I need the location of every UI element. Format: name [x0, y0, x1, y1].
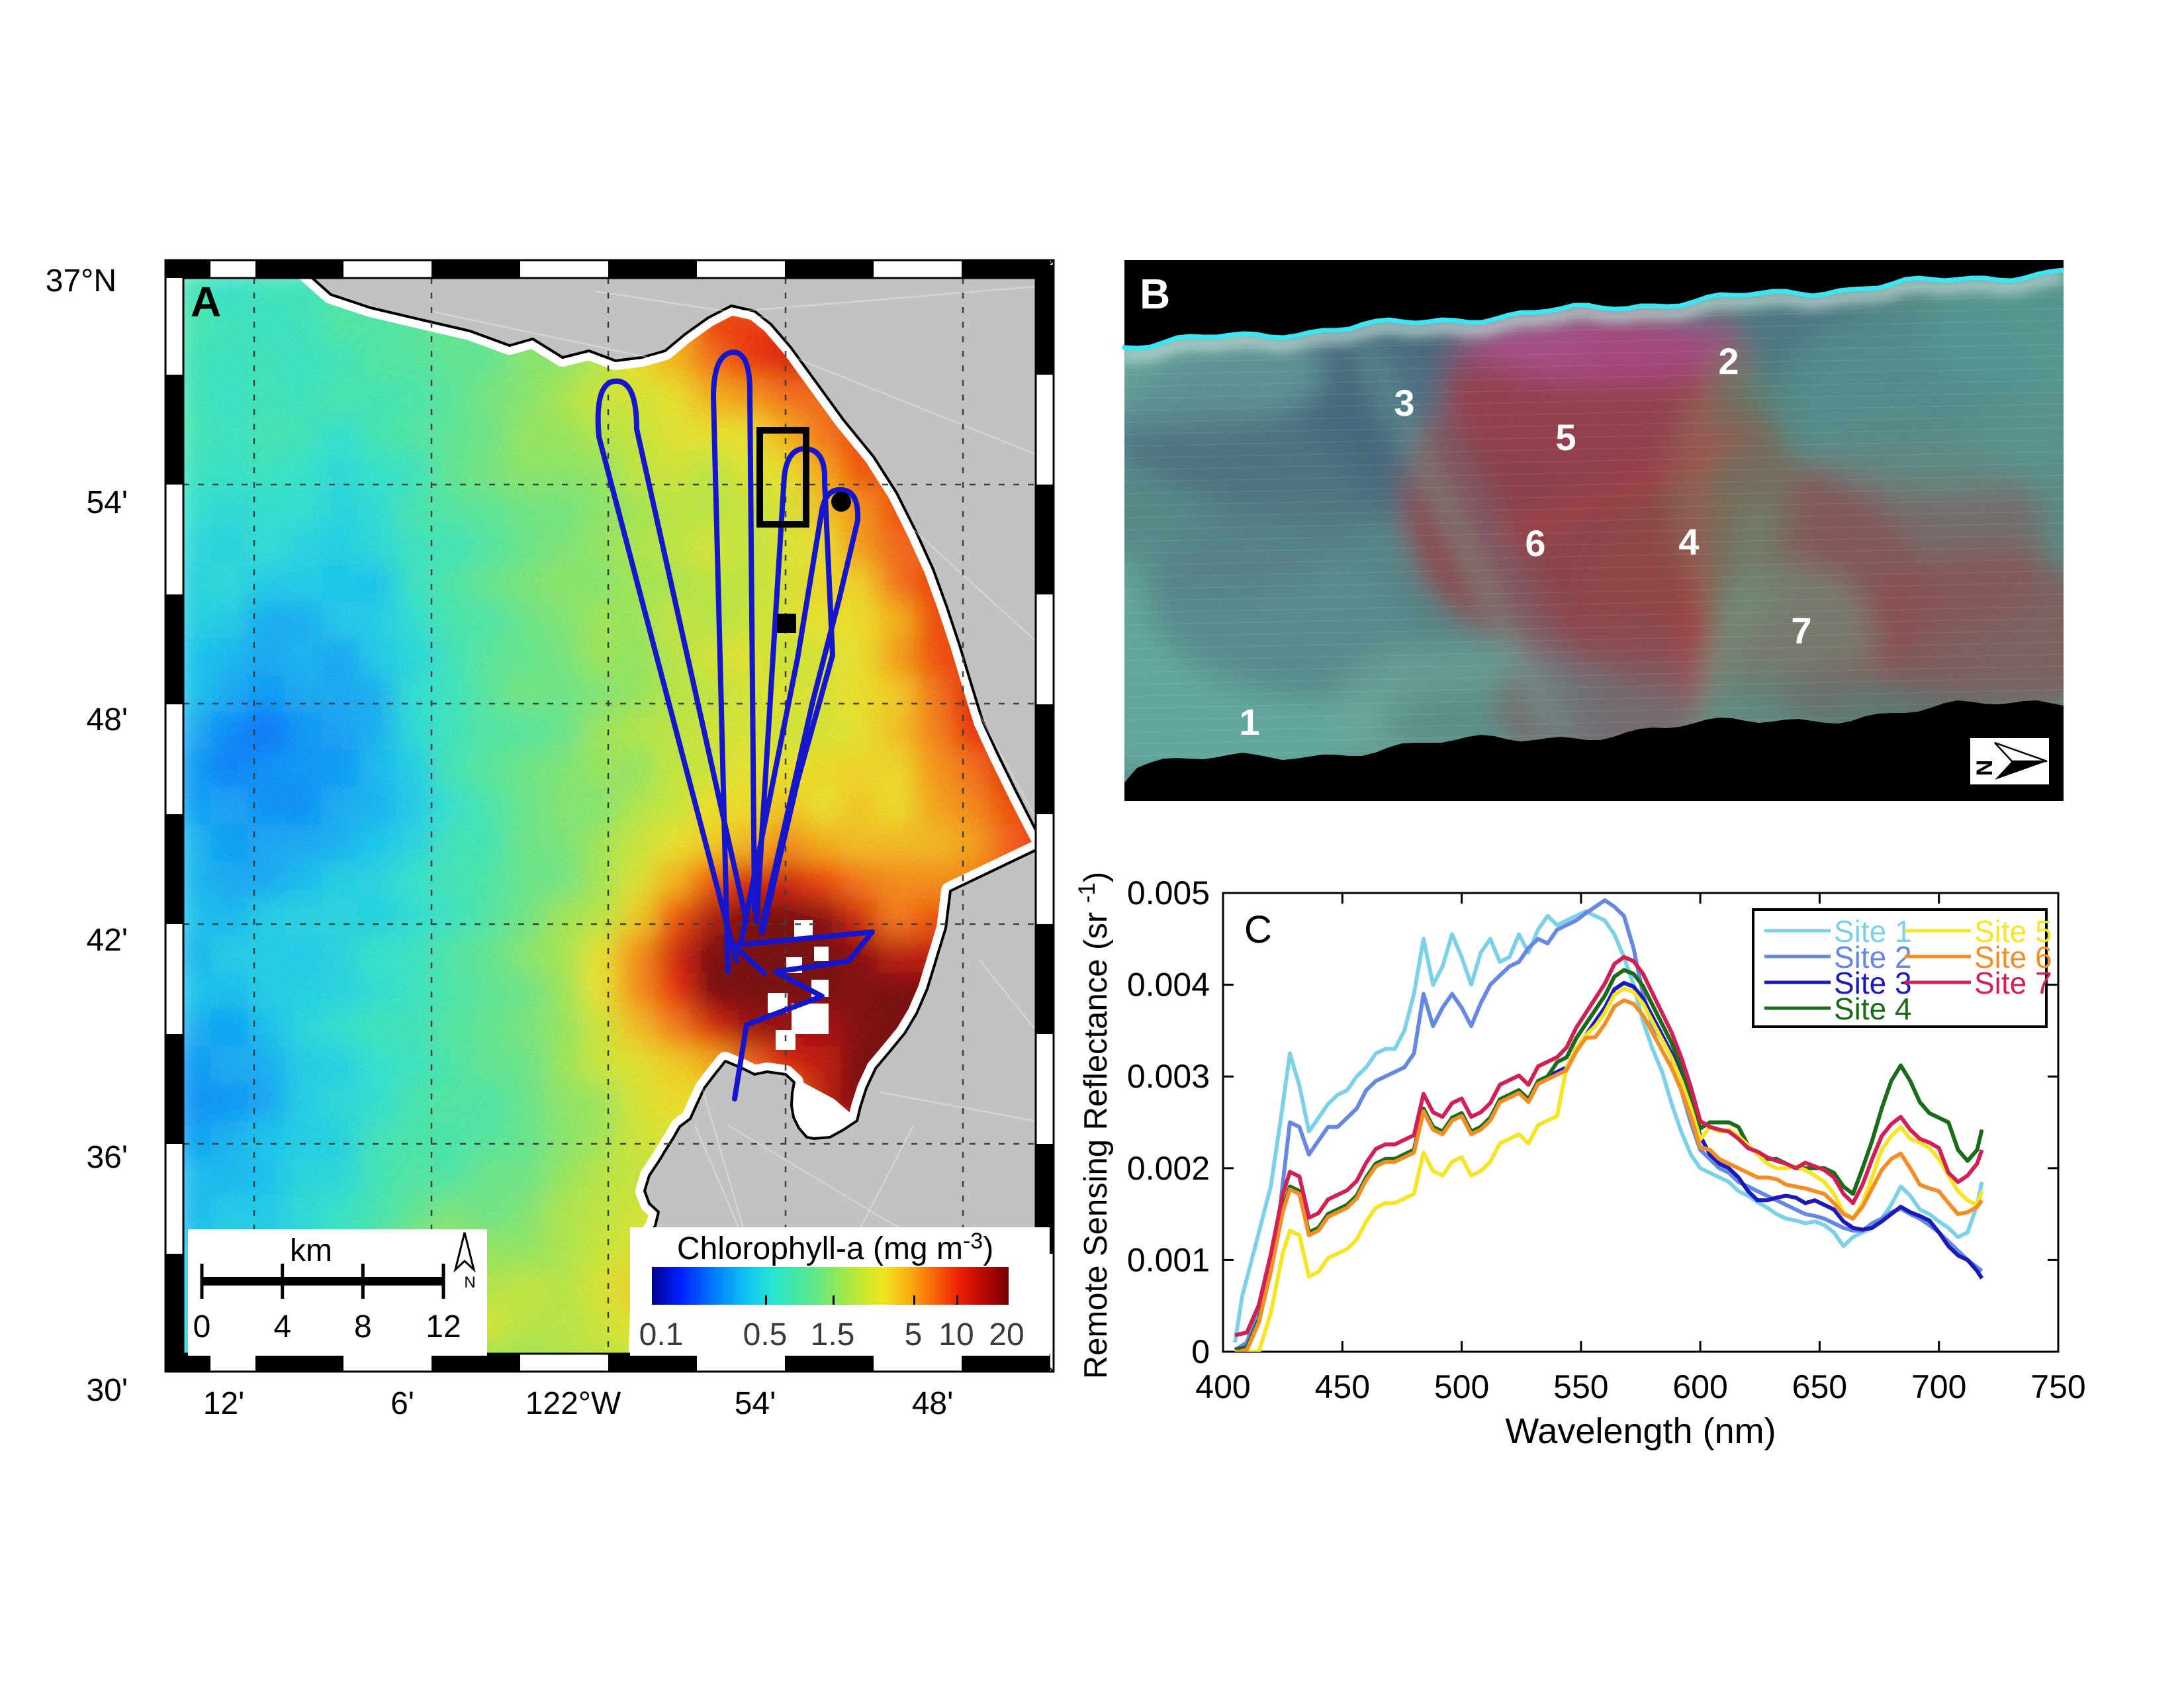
svg-text:30': 30' [86, 1373, 128, 1408]
svg-text:4: 4 [273, 1309, 291, 1344]
svg-text:0.003: 0.003 [1127, 1058, 1210, 1095]
svg-text:400: 400 [1195, 1368, 1250, 1405]
svg-text:Site 4: Site 4 [1834, 992, 1912, 1026]
svg-text:5: 5 [1555, 416, 1576, 458]
svg-text:Site 1: Site 1 [1834, 914, 1912, 949]
svg-text:600: 600 [1672, 1368, 1727, 1405]
svg-text:54': 54' [735, 1386, 776, 1421]
svg-text:7: 7 [1791, 610, 1811, 651]
svg-text:0: 0 [193, 1309, 211, 1344]
svg-text:550: 550 [1553, 1368, 1608, 1405]
svg-text:0.5: 0.5 [743, 1317, 788, 1352]
svg-text:700: 700 [1911, 1368, 1966, 1405]
svg-text:36': 36' [86, 1140, 128, 1175]
svg-text:0.004: 0.004 [1127, 966, 1210, 1004]
svg-text:Site 6: Site 6 [1974, 940, 2052, 974]
svg-text:C: C [1244, 908, 1272, 951]
svg-text:20: 20 [989, 1317, 1024, 1352]
svg-text:Chlorophyll-a (mg m-3): Chlorophyll-a (mg m-3) [677, 1229, 993, 1266]
svg-text:42': 42' [86, 923, 128, 958]
svg-text:2: 2 [1718, 340, 1739, 382]
svg-text:0.1: 0.1 [639, 1317, 684, 1352]
svg-text:6': 6' [390, 1386, 414, 1421]
svg-text:750: 750 [2030, 1368, 2085, 1405]
svg-text:5: 5 [905, 1317, 923, 1352]
svg-text:B: B [1140, 270, 1170, 318]
svg-text:48': 48' [86, 702, 128, 737]
svg-text:650: 650 [1792, 1368, 1847, 1405]
svg-text:48': 48' [912, 1386, 954, 1421]
svg-text:10: 10 [938, 1317, 974, 1352]
svg-text:8: 8 [354, 1309, 372, 1344]
svg-text:37°N: 37°N [46, 263, 116, 299]
svg-text:122°W: 122°W [525, 1386, 621, 1421]
svg-text:km: km [290, 1233, 332, 1268]
svg-text:N: N [464, 1274, 475, 1291]
svg-text:6: 6 [1525, 522, 1545, 564]
svg-text:Wavelength (nm): Wavelength (nm) [1505, 1411, 1776, 1451]
svg-text:Site 7: Site 7 [1974, 966, 2052, 1000]
svg-text:0.002: 0.002 [1127, 1150, 1210, 1187]
svg-text:Site 2: Site 2 [1834, 940, 1912, 974]
svg-text:A: A [191, 278, 221, 326]
svg-text:1: 1 [1239, 701, 1259, 743]
svg-text:N: N [1972, 760, 1997, 776]
svg-text:0.005: 0.005 [1127, 874, 1210, 912]
svg-text:0.001: 0.001 [1127, 1241, 1210, 1278]
svg-text:500: 500 [1434, 1368, 1489, 1405]
svg-text:54': 54' [86, 485, 128, 520]
svg-text:12': 12' [203, 1386, 245, 1421]
svg-text:3: 3 [1394, 382, 1414, 424]
svg-text:450: 450 [1315, 1368, 1370, 1405]
svg-text:1.5: 1.5 [811, 1317, 855, 1352]
svg-text:4: 4 [1678, 521, 1699, 563]
svg-text:Site 5: Site 5 [1974, 914, 2052, 949]
svg-text:Remote Sensing Reflectance (sr: Remote Sensing Reflectance (sr -1) [1074, 872, 1114, 1379]
svg-text:Site 3: Site 3 [1834, 966, 1912, 1000]
svg-text:0: 0 [1191, 1333, 1210, 1370]
svg-text:12: 12 [426, 1309, 461, 1344]
